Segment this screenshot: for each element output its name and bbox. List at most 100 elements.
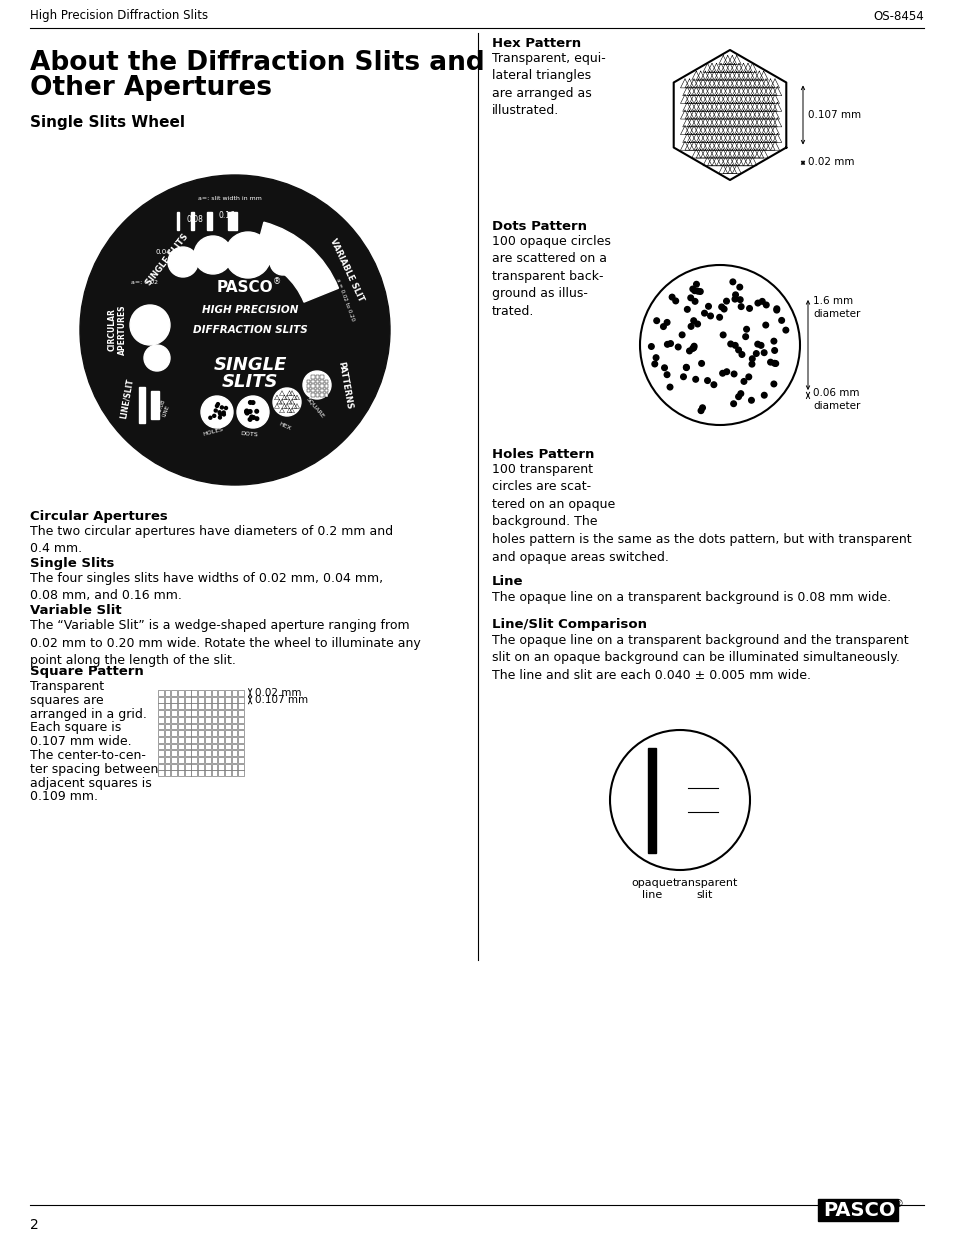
Text: a=: 0.02: a=: 0.02	[132, 279, 158, 284]
Bar	[198, 763, 204, 769]
Bar	[238, 724, 244, 730]
Circle shape	[720, 306, 726, 312]
Bar	[325, 389, 328, 391]
Circle shape	[236, 396, 269, 429]
Text: Single Slits Wheel: Single Slits Wheel	[30, 115, 185, 130]
Circle shape	[653, 317, 659, 324]
Bar	[312, 393, 314, 396]
Bar	[212, 751, 217, 756]
Circle shape	[648, 343, 654, 350]
Bar	[158, 737, 164, 742]
Bar	[158, 730, 164, 736]
Bar	[178, 737, 184, 742]
Circle shape	[687, 324, 693, 330]
Bar	[185, 710, 191, 716]
Bar	[192, 771, 197, 777]
Circle shape	[682, 364, 688, 370]
Bar	[205, 724, 211, 730]
Bar	[185, 697, 191, 703]
Bar	[198, 757, 204, 763]
Bar	[320, 384, 324, 388]
Circle shape	[738, 390, 742, 396]
Circle shape	[735, 347, 740, 353]
Bar	[225, 751, 231, 756]
Bar	[192, 710, 197, 716]
Bar	[178, 724, 184, 730]
Circle shape	[692, 377, 698, 382]
Bar	[232, 724, 237, 730]
Circle shape	[773, 306, 779, 311]
Text: OS-8454: OS-8454	[872, 10, 923, 22]
Circle shape	[762, 322, 768, 327]
Circle shape	[218, 412, 222, 416]
Bar	[225, 690, 231, 695]
Bar	[139, 387, 145, 424]
Text: 0.08: 0.08	[187, 215, 203, 225]
Text: opaque: opaque	[631, 878, 672, 888]
Bar	[172, 710, 177, 716]
Bar	[165, 724, 171, 730]
Text: Dots Pattern: Dots Pattern	[492, 220, 586, 233]
Circle shape	[218, 416, 221, 419]
Bar	[185, 751, 191, 756]
Bar	[192, 751, 197, 756]
Bar	[165, 751, 171, 756]
Bar	[185, 690, 191, 695]
Bar	[198, 716, 204, 722]
Bar	[198, 737, 204, 742]
Bar	[205, 690, 211, 695]
Circle shape	[216, 403, 219, 405]
Circle shape	[651, 361, 657, 367]
Text: ter spacing between: ter spacing between	[30, 763, 158, 776]
Circle shape	[740, 379, 746, 384]
Text: LINE/SLIT: LINE/SLIT	[119, 377, 134, 419]
Circle shape	[707, 314, 713, 319]
Bar	[205, 710, 211, 716]
Circle shape	[710, 382, 716, 388]
Bar	[212, 737, 217, 742]
Circle shape	[720, 332, 725, 337]
Bar	[172, 751, 177, 756]
Circle shape	[698, 361, 703, 367]
Text: Square Pattern: Square Pattern	[30, 664, 144, 678]
Bar	[238, 710, 244, 716]
Text: The “Variable Slit” is a wedge-shaped aperture ranging from
0.02 mm to 0.20 mm w: The “Variable Slit” is a wedge-shaped ap…	[30, 619, 420, 667]
Circle shape	[684, 306, 689, 312]
Circle shape	[782, 327, 788, 333]
Text: diameter: diameter	[812, 309, 860, 319]
Bar	[647, 747, 656, 852]
Text: 0.02 mm: 0.02 mm	[807, 157, 854, 168]
Circle shape	[680, 374, 685, 379]
Circle shape	[701, 310, 706, 316]
Bar	[198, 771, 204, 777]
Circle shape	[218, 411, 221, 414]
Bar	[218, 716, 224, 722]
Circle shape	[679, 332, 684, 337]
Circle shape	[693, 282, 699, 287]
Bar	[232, 710, 237, 716]
Circle shape	[719, 304, 723, 310]
Bar	[218, 710, 224, 716]
Text: 100 opaque circles
are scattered on a
transparent back-
ground as illus-
trated.: 100 opaque circles are scattered on a tr…	[492, 235, 610, 317]
Text: 0.107 mm: 0.107 mm	[254, 695, 308, 705]
Bar	[238, 771, 244, 777]
Bar	[165, 757, 171, 763]
Circle shape	[672, 298, 678, 304]
Circle shape	[675, 345, 680, 350]
Bar	[225, 724, 231, 730]
Text: HEX: HEX	[278, 421, 292, 431]
Bar	[192, 763, 197, 769]
Circle shape	[692, 299, 698, 304]
Circle shape	[694, 321, 700, 327]
Bar	[232, 730, 237, 736]
Text: The two circular apertures have diameters of 0.2 mm and
0.4 mm.: The two circular apertures have diameter…	[30, 525, 393, 556]
Text: CIRCULAR
APERTURES: CIRCULAR APERTURES	[107, 305, 127, 356]
Circle shape	[209, 416, 212, 419]
Text: Line: Line	[492, 576, 523, 588]
Bar	[158, 710, 164, 716]
Text: SQUARE: SQUARE	[305, 396, 325, 420]
Bar	[225, 771, 231, 777]
Circle shape	[666, 384, 672, 390]
Circle shape	[699, 405, 704, 410]
Circle shape	[201, 396, 233, 429]
